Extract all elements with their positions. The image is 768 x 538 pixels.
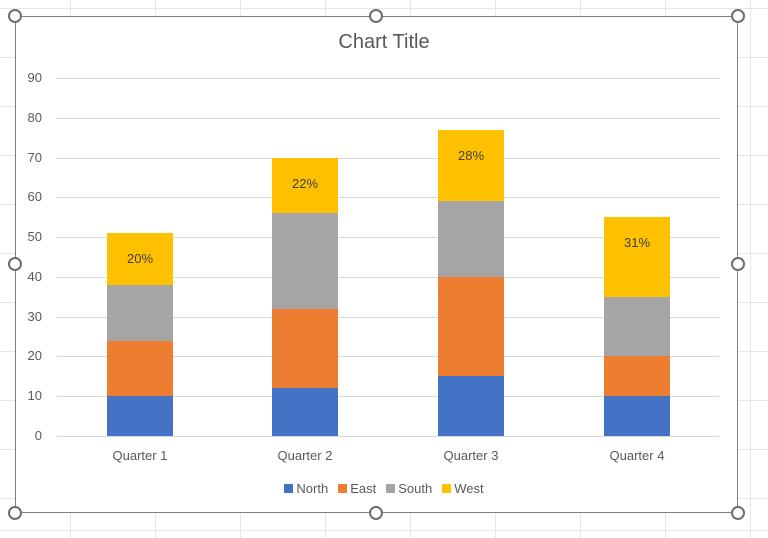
y-axis-tick-label: 40 bbox=[27, 268, 42, 284]
y-axis-tick-label: 30 bbox=[27, 308, 42, 324]
resize-handle-top-right[interactable] bbox=[731, 9, 745, 23]
legend-label: South bbox=[398, 481, 433, 496]
resize-handle-bottom-right[interactable] bbox=[731, 506, 745, 520]
data-label[interactable]: 20% bbox=[126, 251, 154, 267]
gridline bbox=[57, 197, 719, 199]
y-axis-tick-label: 90 bbox=[27, 70, 42, 85]
gridline bbox=[57, 276, 719, 278]
bar-north-quarter-4[interactable] bbox=[604, 396, 670, 436]
resize-handle-middle-left[interactable] bbox=[8, 257, 22, 271]
y-axis-tick-label: 20 bbox=[27, 348, 42, 364]
resize-handle-top-center[interactable] bbox=[369, 9, 383, 23]
y-axis-tick-label: 50 bbox=[27, 229, 42, 245]
bar-south-quarter-3[interactable] bbox=[438, 201, 504, 277]
bar-south-quarter-2[interactable] bbox=[272, 213, 338, 309]
bar-west-quarter-3[interactable] bbox=[438, 129, 504, 202]
legend-item-north[interactable]: North bbox=[284, 481, 328, 496]
legend-swatch-icon bbox=[338, 484, 348, 493]
legend-label: North bbox=[296, 481, 329, 496]
bar-north-quarter-1[interactable] bbox=[107, 396, 173, 436]
legend[interactable]: North East South West bbox=[0, 481, 768, 496]
gridline bbox=[57, 157, 719, 159]
resize-handle-top-left[interactable] bbox=[8, 9, 22, 23]
y-axis-tick-label: 60 bbox=[27, 189, 42, 205]
sheet-row-line bbox=[0, 8, 768, 9]
gridline bbox=[57, 356, 719, 358]
legend-label: West bbox=[454, 481, 484, 496]
x-axis-tick-label: Quarter 1 bbox=[112, 448, 168, 463]
legend-item-east[interactable]: East bbox=[338, 481, 376, 496]
legend-item-west[interactable]: West bbox=[442, 481, 484, 496]
x-axis-tick-label: Quarter 3 bbox=[443, 448, 499, 463]
gridline bbox=[57, 78, 719, 79]
x-axis-tick-label: Quarter 4 bbox=[609, 448, 665, 463]
gridline bbox=[57, 436, 719, 437]
resize-handle-middle-right[interactable] bbox=[731, 257, 745, 271]
bar-east-quarter-1[interactable] bbox=[107, 340, 173, 397]
bar-west-quarter-4[interactable] bbox=[604, 217, 670, 297]
chart-title[interactable]: Chart Title bbox=[338, 31, 430, 53]
bar-east-quarter-2[interactable] bbox=[272, 308, 338, 389]
bar-east-quarter-3[interactable] bbox=[438, 276, 504, 377]
y-axis-tick-label: 70 bbox=[27, 149, 42, 165]
bar-north-quarter-3[interactable] bbox=[438, 376, 504, 436]
bar-east-quarter-4[interactable] bbox=[604, 356, 670, 397]
x-axis-tick-label: Quarter 2 bbox=[277, 448, 333, 463]
legend-label: East bbox=[350, 481, 377, 496]
bar-south-quarter-1[interactable] bbox=[107, 284, 173, 341]
gridline bbox=[57, 117, 719, 119]
gridline bbox=[57, 316, 719, 318]
y-axis-tick-label: 0 bbox=[34, 428, 42, 443]
legend-swatch-icon bbox=[386, 484, 396, 493]
data-label[interactable]: 31% bbox=[623, 235, 651, 251]
y-axis-tick-label: 10 bbox=[27, 388, 42, 404]
sheet-row-line bbox=[0, 530, 768, 531]
data-label[interactable]: 22% bbox=[291, 175, 319, 191]
resize-handle-bottom-left[interactable] bbox=[8, 506, 22, 520]
bar-south-quarter-4[interactable] bbox=[604, 296, 670, 357]
resize-handle-bottom-center[interactable] bbox=[369, 506, 383, 520]
data-label[interactable]: 28% bbox=[457, 147, 485, 163]
sheet-column-line bbox=[750, 0, 751, 538]
legend-swatch-icon bbox=[442, 484, 452, 493]
legend-swatch-icon bbox=[284, 484, 294, 493]
legend-item-south[interactable]: South bbox=[386, 481, 432, 496]
bar-west-quarter-2[interactable] bbox=[272, 157, 338, 214]
gridline bbox=[57, 237, 719, 239]
bar-north-quarter-2[interactable] bbox=[272, 388, 338, 436]
y-axis-tick-label: 80 bbox=[27, 109, 42, 125]
gridline bbox=[57, 396, 719, 398]
bar-west-quarter-1[interactable] bbox=[107, 233, 173, 285]
